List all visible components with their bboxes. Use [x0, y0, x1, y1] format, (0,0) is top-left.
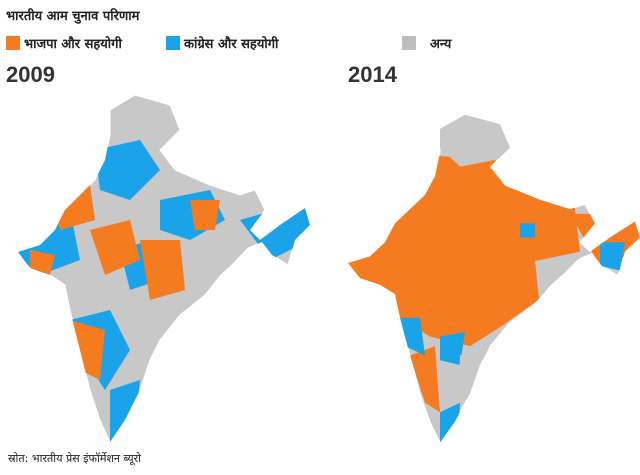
- legend-label: कांग्रेस और सहयोगी: [184, 37, 279, 52]
- bjp-regions: [30, 185, 220, 380]
- chart-title: भारतीय आम चुनाव परिणाम: [6, 9, 140, 24]
- legend-item-others: अन्य: [402, 34, 451, 52]
- bjp-regions: [348, 147, 640, 413]
- congress-swatch: [166, 36, 180, 50]
- map-2014: [347, 114, 640, 443]
- legend-label: भाजपा और सहयोगी: [24, 37, 122, 52]
- map-2009: [17, 94, 311, 443]
- year-label-2014: 2014: [348, 62, 397, 87]
- others-swatch: [402, 36, 416, 50]
- year-label-2009: 2009: [6, 62, 55, 87]
- legend-item-congress: कांग्रेस और सहयोगी: [166, 34, 278, 52]
- legend-label: अन्य: [430, 37, 452, 52]
- legend-item-bjp: भाजपा और सहयोगी: [6, 34, 122, 52]
- bjp-swatch: [6, 36, 20, 50]
- source-note: स्रोत: भारतीय प्रेस इंफॉर्मेशन ब्यूरो: [8, 452, 141, 465]
